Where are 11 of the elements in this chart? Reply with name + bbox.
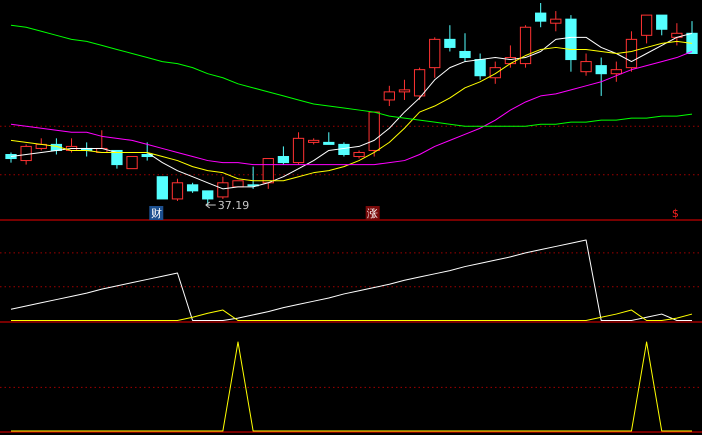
candlestick [535, 2, 546, 28]
candlestick [550, 10, 562, 32]
candlestick [596, 57, 607, 96]
candlestick [398, 79, 410, 100]
candlestick [490, 61, 501, 84]
text: 涨 [367, 207, 378, 220]
candlestick [474, 53, 486, 80]
candlestick [384, 85, 395, 107]
text: 财 [150, 207, 162, 220]
annotation: 37.19 [218, 199, 250, 212]
text: $ [672, 207, 679, 220]
